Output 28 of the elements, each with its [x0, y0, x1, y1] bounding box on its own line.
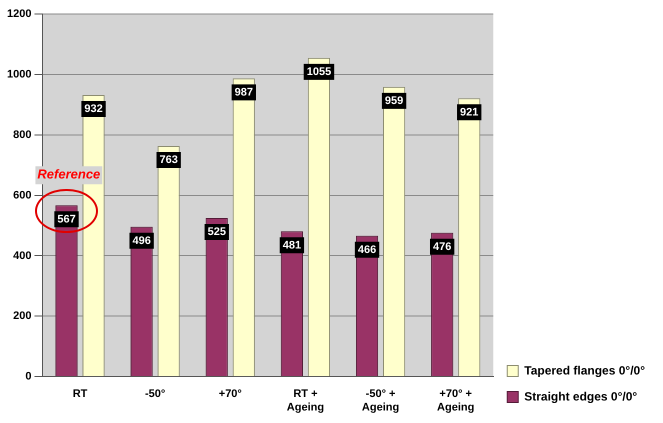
annotation: Reference: [37, 166, 100, 182]
data-label: 476: [432, 240, 452, 253]
data-label: 496: [132, 234, 151, 247]
x-tick-label: +70° + Ageing: [437, 388, 474, 414]
y-tick-label: 800: [13, 128, 32, 141]
y-tick-label: 400: [13, 250, 32, 262]
y-tick-label: 200: [13, 310, 32, 322]
x-tick-label: RT + Ageing: [286, 388, 324, 414]
data-label: 921: [460, 106, 478, 118]
data-label: 932: [84, 103, 103, 116]
data-label: 525: [208, 226, 226, 238]
y-tick-label: 600: [13, 189, 32, 202]
data-label: 987: [234, 86, 253, 98]
y-tick-label: 1200: [6, 8, 32, 20]
x-tick-label: -50°: [145, 388, 166, 400]
data-label: 763: [160, 154, 178, 166]
data-label: 466: [358, 244, 376, 256]
y-tick-label: 1000: [6, 68, 32, 80]
x-tick-label: +70°: [218, 388, 242, 400]
data-label: 959: [384, 94, 404, 107]
data-label: 567: [57, 213, 76, 226]
legend-label: Tapered flanges 0°/0°: [524, 363, 646, 378]
x-tick-label: RT: [72, 388, 88, 400]
y-tick-label: 0: [25, 370, 32, 383]
legend-label: Straight edges 0°/0°: [524, 389, 638, 404]
data-label: 481: [282, 239, 302, 252]
data-label: 1055: [306, 66, 332, 78]
x-tick-label: -50° + Ageing: [362, 388, 400, 414]
